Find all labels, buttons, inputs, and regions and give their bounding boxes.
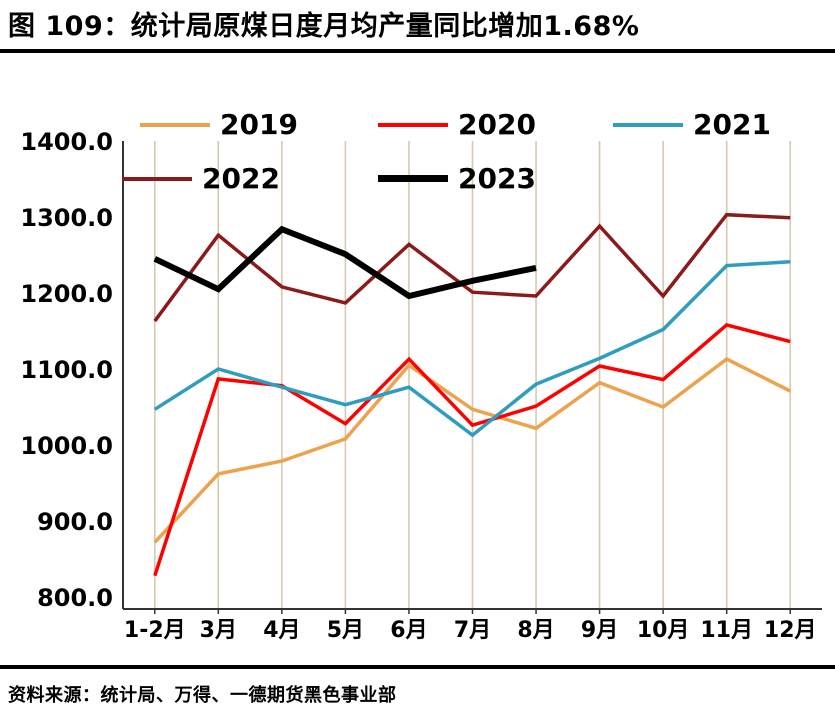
x-tick-label: 11月 [700,618,753,643]
x-tick-label: 6月 [390,618,427,643]
x-tick-label: 4月 [263,618,300,643]
x-tick-label: 7月 [454,618,491,643]
series-line-2020 [153,322,791,576]
x-tick-label: 9月 [581,618,618,643]
x-tick-label: 8月 [517,618,554,643]
x-tick-label: 12月 [764,618,817,643]
series-line-2022 [153,212,791,322]
y-tick-label: 1000.0 [20,432,113,460]
line-chart: 1-2月 3月 4月 5月 6月 7月 8月 9月 10月 11月 12月 800.0 900.0 100… [20,128,822,643]
source-note: 资料来源：统计局、万得、一德期货黑色事业部 [8,684,397,706]
y-tick-label: 1200.0 [20,280,113,308]
x-tick-label: 5月 [327,618,364,643]
x-tick-label: 1-2月 [124,618,186,643]
series-line-2021 [153,259,791,438]
series-line-2019 [153,356,791,544]
y-tick-label: 1300.0 [20,204,113,232]
y-tick-label: 900.0 [37,508,113,536]
series-line-2023 [153,225,537,299]
title-divider [0,48,835,53]
footer-divider [0,664,835,669]
chart-card: 1-2月 3月 4月 5月 6月 7月 8月 9月 10月 11月 12月 800.0 900.0 100… [10,58,825,659]
page-title: 图 109：统计局原煤日度月均产量同比增加1.68% [8,11,640,42]
x-tick-label: 10月 [637,618,690,643]
y-tick-label: 1100.0 [20,356,113,384]
x-tick-label: 3月 [200,618,237,643]
y-tick-label: 1400.0 [20,128,113,156]
y-tick-label: 800.0 [37,584,113,612]
